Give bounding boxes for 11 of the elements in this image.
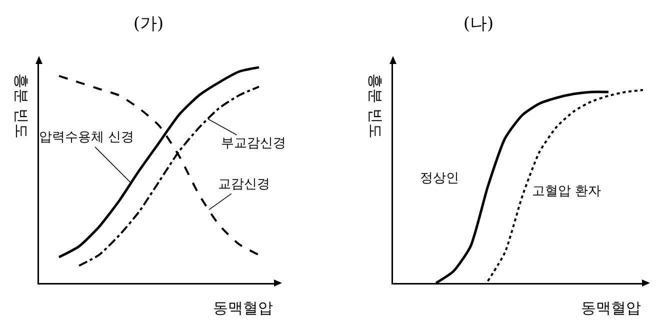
chart-title: (가) <box>133 14 164 34</box>
series-label: 압력수용체 신경 <box>39 130 134 145</box>
x-axis-title: 동맥혈압 <box>581 299 641 317</box>
chart-title: (나) <box>463 14 494 34</box>
series-label: 교감신경 <box>218 177 270 192</box>
y-axis-title: 흥분 빈도 <box>12 74 30 138</box>
series-label: 고혈압 환자 <box>532 184 602 199</box>
legend-label: 부교감신경 <box>221 136 286 151</box>
text: 정상인 <box>420 171 459 186</box>
y-axis-title: 흥분 빈도 <box>366 74 384 138</box>
x-axis-title: 동맥혈압 <box>213 299 273 317</box>
